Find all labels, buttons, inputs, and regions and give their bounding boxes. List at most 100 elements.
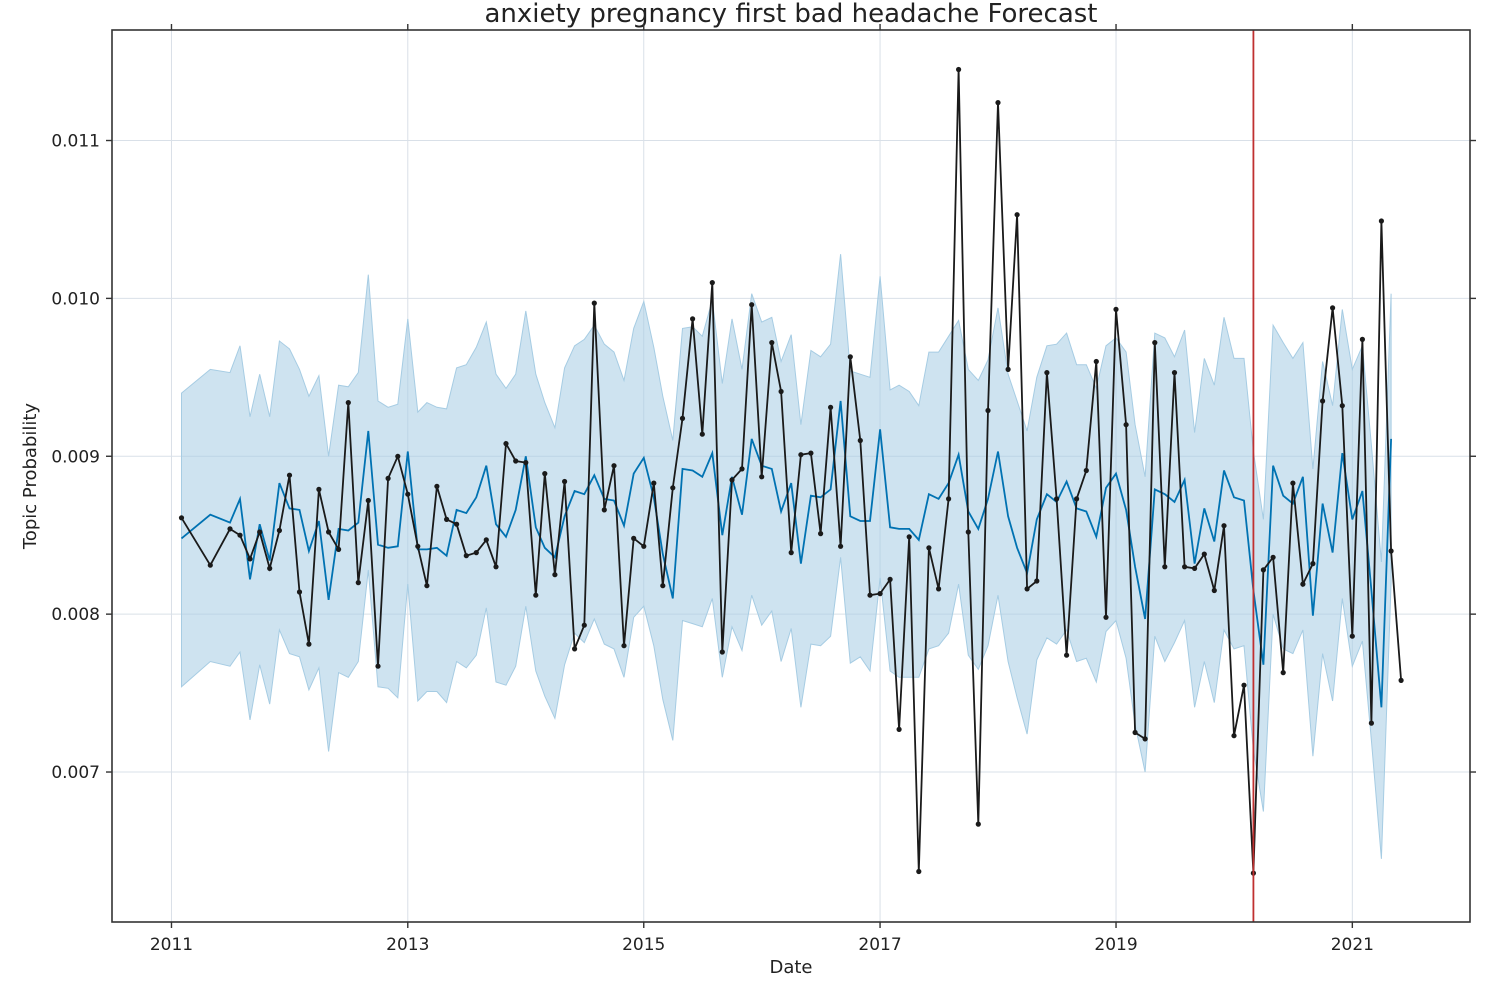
- observed-point: [1024, 586, 1030, 592]
- observed-point: [808, 450, 814, 456]
- plot-frame: [111, 29, 1471, 923]
- observed-point: [916, 868, 922, 875]
- observed-line: [180, 69, 1402, 874]
- y-axis-label: Topic Probability: [20, 403, 41, 550]
- x-tick-label: 2013: [386, 935, 429, 955]
- observed-point: [1368, 720, 1374, 726]
- observed-point: [533, 592, 539, 598]
- observed-point: [769, 340, 775, 346]
- observed-point: [1231, 733, 1237, 739]
- observed-point: [207, 562, 213, 568]
- observed-point: [1349, 633, 1355, 639]
- observed-point: [523, 460, 529, 466]
- observed-point: [1339, 403, 1345, 409]
- x-tick-label: 2017: [858, 935, 901, 955]
- observed-point: [1211, 587, 1217, 594]
- observed-point: [759, 474, 765, 480]
- observed-point: [1330, 305, 1336, 311]
- forecast-line: [180, 400, 1392, 708]
- observed-point: [906, 534, 912, 540]
- chart-title: anxiety pregnancy first bad headache For…: [485, 0, 1098, 29]
- observed-point: [415, 543, 421, 549]
- observed-point: [562, 478, 568, 485]
- observed-point: [719, 649, 725, 655]
- observed-point: [621, 643, 627, 649]
- observed-point: [276, 527, 282, 534]
- observed-point: [995, 100, 1001, 106]
- observed-point: [1398, 677, 1404, 684]
- observed-point: [473, 550, 479, 556]
- observed-point: [454, 521, 460, 527]
- observed-point: [1123, 422, 1129, 428]
- observed-point: [257, 529, 263, 535]
- observed-series: [178, 66, 1404, 876]
- observed-point: [1132, 729, 1138, 736]
- x-tick-label: 2019: [1094, 935, 1137, 955]
- x-tick-label: 2011: [150, 935, 193, 955]
- observed-point: [1034, 578, 1040, 584]
- observed-point: [267, 565, 273, 572]
- observed-point: [434, 483, 440, 489]
- uncertainty-band-area: [181, 254, 1392, 859]
- observed-point: [798, 452, 804, 458]
- observed-point: [1320, 398, 1326, 404]
- observed-point: [365, 497, 371, 504]
- observed-point: [1300, 581, 1306, 587]
- observed-point: [887, 576, 893, 583]
- axis-ticks: 2011 2013 2015 2017 2019 2021 0.007 0.008 0.009 0…: [51, 24, 1476, 955]
- observed-point: [1290, 480, 1296, 486]
- observed-point: [1221, 523, 1227, 529]
- y-tick-label: 0.010: [51, 289, 100, 309]
- observed-point: [631, 535, 637, 542]
- observed-point: [709, 280, 715, 286]
- observed-point: [1074, 496, 1080, 502]
- y-tick-label: 0.009: [51, 447, 100, 467]
- observed-point: [395, 453, 401, 459]
- observed-point: [375, 663, 381, 669]
- observed-point: [1260, 567, 1266, 573]
- observed-point: [651, 480, 657, 486]
- observed-point: [345, 400, 351, 406]
- observed-point: [956, 66, 962, 73]
- observed-point: [679, 415, 686, 421]
- observed-point: [1182, 564, 1188, 570]
- observed-point: [326, 529, 332, 535]
- observed-point: [877, 591, 883, 597]
- observed-point: [975, 821, 981, 827]
- observed-point: [1064, 652, 1070, 658]
- observed-point: [405, 491, 411, 497]
- observed-point: [729, 477, 735, 483]
- observed-point: [503, 441, 509, 447]
- observed-point: [444, 516, 450, 523]
- observed-point: [1152, 340, 1158, 346]
- observed-point: [611, 463, 617, 469]
- observed-point: [306, 641, 312, 647]
- uncertainty-band: [181, 254, 1392, 859]
- observed-point: [424, 583, 430, 589]
- observed-point: [1162, 564, 1168, 570]
- observed-point: [1310, 561, 1316, 567]
- observed-point: [1142, 736, 1148, 742]
- observed-point: [828, 404, 834, 410]
- observed-point: [818, 531, 824, 537]
- observed-point: [847, 354, 853, 360]
- observed-point: [552, 572, 558, 578]
- observed-point: [1014, 212, 1020, 218]
- observed-point: [838, 543, 844, 549]
- y-tick-label: 0.011: [51, 132, 100, 152]
- observed-point: [296, 589, 303, 595]
- observed-point: [1241, 682, 1247, 688]
- observed-point: [946, 496, 952, 502]
- observed-point: [493, 564, 499, 570]
- x-tick-label: 2015: [622, 935, 665, 955]
- observed-point: [926, 545, 932, 551]
- y-tick-label: 0.007: [51, 763, 100, 783]
- observed-point: [1103, 614, 1109, 620]
- observed-point: [601, 507, 607, 513]
- observed-point: [699, 431, 705, 437]
- observed-point: [1388, 548, 1394, 554]
- observed-point: [336, 546, 342, 553]
- observed-point: [670, 485, 676, 491]
- observed-point: [227, 526, 233, 532]
